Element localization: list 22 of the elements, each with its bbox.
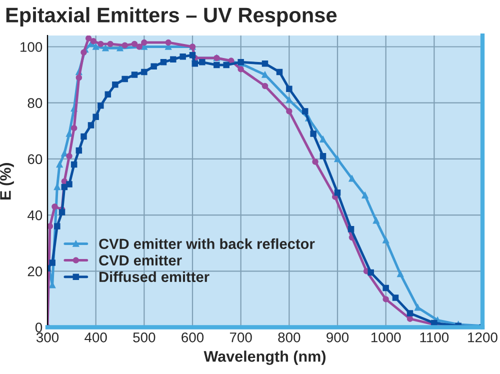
y-tick-label: 0 [35,322,42,332]
x-tick-label: 1100 [420,332,449,342]
legend-label: CVD emitter with back reflector [99,238,315,250]
y-tick-label: 20 [28,266,42,276]
x-tick-label: 300 [36,332,59,342]
chart-title: Epitaxial Emitters – UV Response [6,7,337,27]
x-tick-label: 800 [278,332,300,342]
x-tick-label: 600 [182,332,204,342]
x-tick-label: 400 [84,332,107,342]
x-tick-label: 1200 [468,332,498,342]
x-tick-label: 500 [133,332,156,342]
y-tick-label: 80 [28,98,42,108]
y-tick-label: 60 [28,154,42,164]
x-tick-label: 900 [326,332,349,342]
y-tick-label: 100 [20,42,42,52]
y-tick-label: 40 [28,210,42,220]
x-tick-label: 1000 [371,332,401,342]
legend-label: Diffused emitter [99,271,210,282]
x-axis-title: Wavelength (nm) [204,350,326,365]
legend-label: CVD emitter [99,254,182,266]
x-tick-label: 700 [230,332,252,342]
y-axis-title: E (%) [0,163,14,200]
